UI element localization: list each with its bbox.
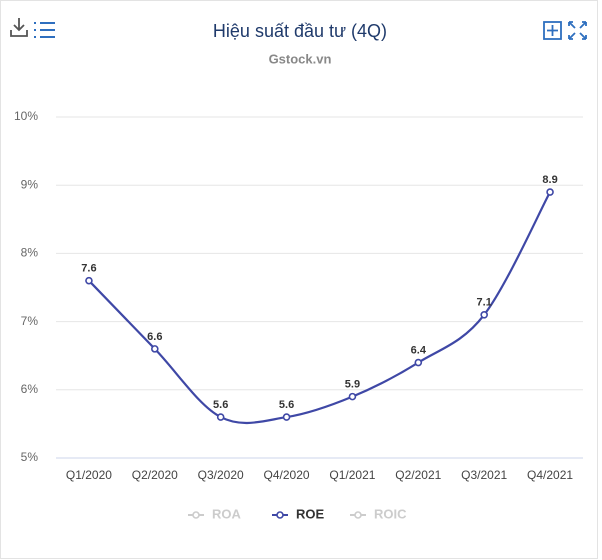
x-tick-label: Q2/2020 (132, 468, 178, 482)
x-tick-label: Q3/2020 (198, 468, 244, 482)
legend-marker (354, 511, 362, 519)
y-tick-label: 5% (21, 450, 39, 464)
x-tick-label: Q1/2020 (66, 468, 112, 482)
chart-subtitle: Gstock.vn (269, 51, 332, 66)
point (282, 413, 291, 421)
y-tick-label: 10% (14, 109, 38, 123)
data-label: 6.6 (147, 331, 162, 343)
x-tick-label: Q3/2021 (461, 468, 507, 482)
point (151, 345, 159, 353)
data-label: 6.4 (411, 344, 427, 356)
data-label: 8.9 (542, 174, 557, 186)
point (546, 188, 554, 196)
download-icon[interactable] (10, 18, 28, 37)
data-label: 5.9 (345, 379, 360, 391)
legend-label[interactable]: ROE (296, 506, 325, 521)
point (414, 358, 423, 367)
data-label: 5.6 (279, 399, 294, 411)
data-label: 7.6 (81, 263, 96, 275)
y-tick-label: 7% (21, 314, 39, 328)
point (480, 310, 488, 319)
fullscreen-icon[interactable] (568, 21, 587, 40)
x-tick-label: Q4/2021 (527, 468, 573, 482)
y-tick-label: 6% (21, 382, 39, 396)
x-tick-label: Q4/2020 (264, 468, 310, 482)
menu-icon[interactable] (34, 22, 55, 38)
x-tick-label: Q2/2021 (395, 468, 441, 482)
chart-title: Hiệu suất đầu tư (4Q) (213, 21, 387, 41)
legend-marker (276, 511, 284, 519)
legend-label[interactable]: ROIC (374, 506, 407, 521)
data-label: 7.1 (477, 297, 492, 309)
legend-marker (192, 511, 200, 519)
y-tick-label: 9% (21, 177, 39, 191)
point (348, 392, 357, 401)
legend-label[interactable]: ROA (212, 506, 242, 521)
data-label: 5.6 (213, 399, 228, 411)
x-tick-label: Q1/2021 (329, 468, 375, 482)
y-tick-label: 8% (21, 246, 39, 260)
point (216, 413, 225, 421)
point (85, 276, 93, 285)
add-icon[interactable] (543, 21, 562, 40)
